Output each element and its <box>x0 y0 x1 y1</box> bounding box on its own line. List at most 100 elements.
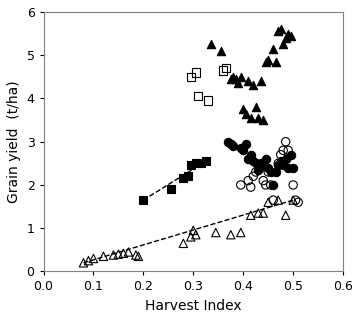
Point <box>248 152 254 157</box>
Point <box>238 146 244 151</box>
Point <box>246 79 251 84</box>
Point <box>248 185 254 190</box>
Point <box>168 187 174 192</box>
Point <box>275 29 281 34</box>
Point <box>285 148 291 153</box>
Point <box>228 232 234 237</box>
Point <box>253 105 258 110</box>
Point <box>280 42 286 47</box>
Point <box>280 163 286 168</box>
Point <box>238 74 244 79</box>
Point <box>180 176 186 181</box>
Point <box>238 230 244 235</box>
Point <box>180 241 186 246</box>
Point <box>86 258 91 263</box>
Point <box>255 211 261 216</box>
Point <box>258 165 264 170</box>
Point <box>273 169 279 174</box>
Point <box>206 98 211 103</box>
Point <box>230 143 236 148</box>
Point <box>275 197 281 203</box>
Point <box>278 27 284 32</box>
Point <box>293 197 298 203</box>
Point <box>188 234 194 239</box>
Point <box>290 197 296 203</box>
Point <box>248 213 254 218</box>
Point <box>285 165 291 170</box>
Point <box>270 197 276 203</box>
Point <box>220 68 226 73</box>
Point <box>250 83 256 88</box>
Point <box>243 111 249 116</box>
Point <box>246 178 251 183</box>
Point <box>243 141 249 147</box>
Point <box>116 252 121 257</box>
Point <box>278 152 284 157</box>
Point <box>111 252 116 258</box>
Point <box>290 165 296 170</box>
Point <box>275 161 281 166</box>
Point <box>283 213 289 218</box>
Point <box>260 211 266 216</box>
Point <box>268 169 274 174</box>
Point <box>263 59 269 64</box>
Point <box>275 163 281 168</box>
Point <box>253 169 258 174</box>
Point <box>133 252 139 258</box>
X-axis label: Harvest Index: Harvest Index <box>145 299 242 313</box>
Point <box>265 169 271 174</box>
Point <box>235 81 241 86</box>
Point <box>290 182 296 188</box>
Point <box>233 76 239 82</box>
Point <box>135 254 141 259</box>
Point <box>283 139 289 144</box>
Point <box>283 35 289 40</box>
Point <box>240 148 246 153</box>
Y-axis label: Grain yield  (t/ha): Grain yield (t/ha) <box>7 80 21 203</box>
Point <box>283 156 289 162</box>
Point <box>253 161 258 166</box>
Point <box>265 57 271 62</box>
Point <box>263 156 269 162</box>
Point <box>228 76 234 82</box>
Point <box>238 182 244 188</box>
Point <box>240 107 246 112</box>
Point <box>270 46 276 51</box>
Point <box>225 139 231 144</box>
Point <box>188 163 194 168</box>
Point <box>258 161 264 166</box>
Point <box>185 174 191 179</box>
Point <box>278 159 284 164</box>
Point <box>265 165 271 170</box>
Point <box>193 232 199 237</box>
Point <box>193 161 199 166</box>
Point <box>193 70 199 75</box>
Point <box>208 42 214 47</box>
Point <box>188 74 194 79</box>
Point <box>218 48 224 53</box>
Point <box>121 251 126 256</box>
Point <box>198 161 204 166</box>
Point <box>280 148 286 153</box>
Point <box>250 174 256 179</box>
Point <box>255 115 261 120</box>
Point <box>288 152 293 157</box>
Point <box>255 167 261 172</box>
Point <box>140 197 146 203</box>
Point <box>100 254 106 259</box>
Point <box>248 115 254 120</box>
Point <box>260 178 266 183</box>
Point <box>295 200 301 205</box>
Point <box>285 31 291 36</box>
Point <box>223 66 229 71</box>
Point <box>260 163 266 168</box>
Point <box>273 59 279 64</box>
Point <box>190 228 196 233</box>
Point <box>91 256 96 261</box>
Point <box>195 94 201 99</box>
Point <box>258 79 264 84</box>
Point <box>213 230 219 235</box>
Point <box>260 117 266 123</box>
Point <box>270 182 276 188</box>
Point <box>250 159 256 164</box>
